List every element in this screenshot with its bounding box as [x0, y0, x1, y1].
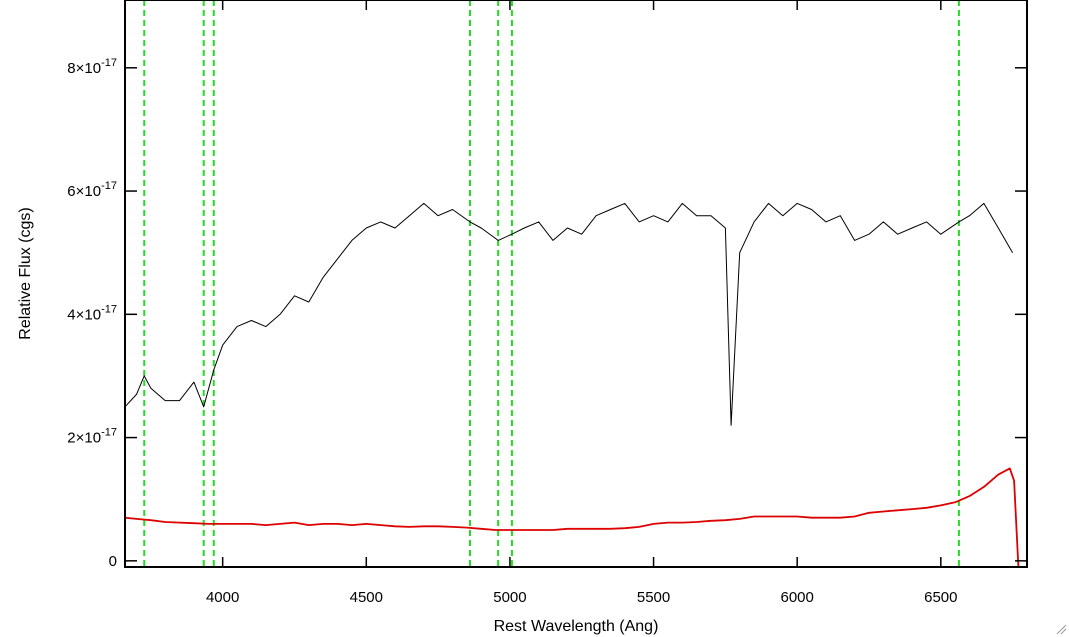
resize-grip-icon[interactable]	[1055, 623, 1067, 635]
y-tick-label: 2×10-17	[67, 427, 117, 447]
y-tick-label: 8×10-17	[67, 57, 117, 77]
axis-ticks	[125, 0, 1027, 567]
x-tick-label: 5000	[493, 589, 526, 606]
x-tick-label: 5500	[637, 589, 670, 606]
x-tick-label: 6000	[781, 589, 814, 606]
series-line-error	[124, 467, 1020, 568]
y-axis-title: Relative Flux (cgs)	[17, 207, 34, 339]
emission-line-markers	[143, 0, 960, 567]
y-tick-label: 0	[109, 553, 117, 570]
series-line-observed	[124, 202, 1014, 426]
x-tick-label: 4000	[206, 589, 239, 606]
x-axis-title: Rest Wavelength (Ang)	[494, 618, 659, 635]
y-tick-label: 4×10-17	[67, 303, 117, 323]
spectrum-series	[124, 202, 1020, 568]
x-tick-label: 4500	[350, 589, 383, 606]
y-tick-label: 6×10-17	[67, 180, 117, 200]
plot-frame	[124, 0, 1028, 568]
tick-labels: 4000 4500 5000 5500 6000 6500 0 2×10-17 4×10-17 6…	[67, 57, 957, 606]
x-tick-label: 6500	[924, 589, 957, 606]
